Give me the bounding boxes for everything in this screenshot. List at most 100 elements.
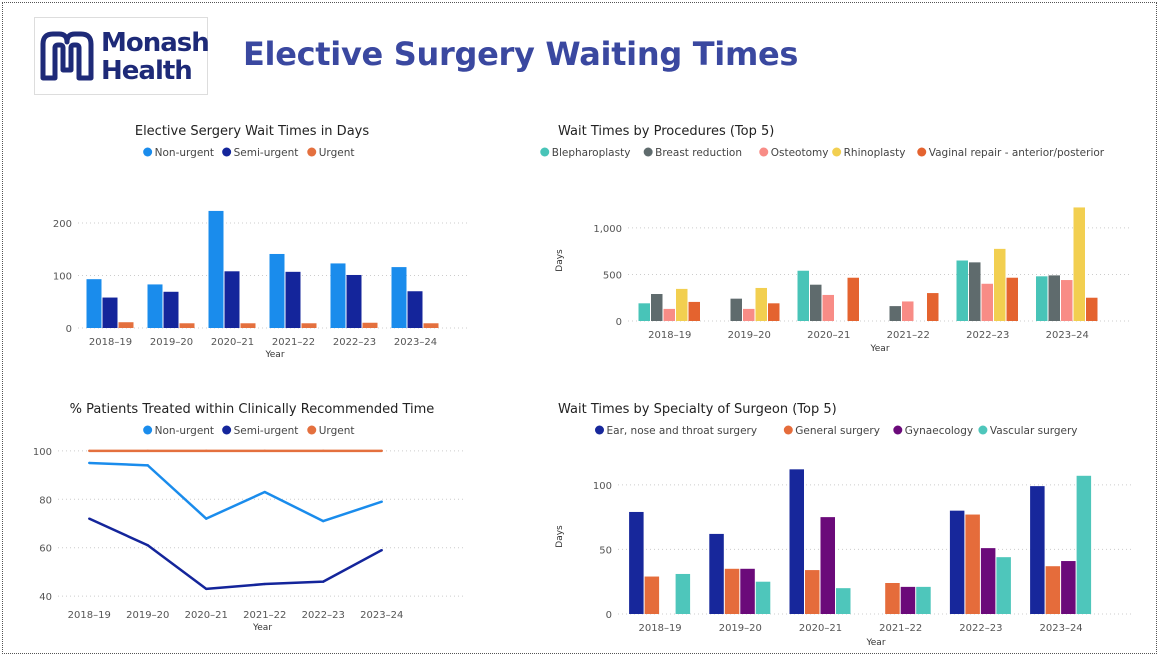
bar xyxy=(391,267,407,328)
bar xyxy=(1045,566,1061,614)
bar xyxy=(1061,280,1073,321)
legend-label: Non-urgent xyxy=(155,425,214,437)
data-point xyxy=(88,461,91,465)
legend-marker xyxy=(759,147,769,157)
bar xyxy=(675,573,691,614)
bar xyxy=(956,260,968,321)
bar xyxy=(709,533,724,614)
bar xyxy=(889,306,901,321)
bar xyxy=(965,514,980,614)
x-tick-label: 2021–22 xyxy=(887,330,930,341)
legend-label: Semi-urgent xyxy=(234,147,299,159)
y-axis-label: Days xyxy=(555,525,565,548)
x-axis-label: Year xyxy=(865,638,885,648)
legend-marker xyxy=(893,425,903,435)
bar xyxy=(902,301,914,321)
y-tick-label: 80 xyxy=(39,495,52,506)
legend-marker xyxy=(832,147,842,157)
legend-marker xyxy=(540,147,550,157)
x-tick-label: 2019–20 xyxy=(150,337,193,348)
bar xyxy=(118,322,134,328)
bar xyxy=(1006,277,1018,321)
x-tick-label: 2020–21 xyxy=(799,623,842,634)
data-point xyxy=(322,580,325,583)
bar xyxy=(789,469,804,614)
bar xyxy=(147,284,163,328)
bar xyxy=(994,248,1006,321)
chart-title: Wait Times by Procedures (Top 5) xyxy=(558,124,774,139)
bar xyxy=(638,303,650,321)
data-point xyxy=(205,587,208,591)
bar xyxy=(847,277,859,321)
bar xyxy=(969,262,981,321)
bar xyxy=(269,253,285,328)
monash-logo-icon xyxy=(40,31,94,81)
x-tick-label: 2019–20 xyxy=(719,623,762,634)
x-tick-label: 2021–22 xyxy=(243,610,286,621)
bar xyxy=(163,291,179,328)
bar xyxy=(285,271,301,328)
x-tick-label: 2023–24 xyxy=(360,610,403,621)
bar xyxy=(179,323,195,328)
data-point xyxy=(88,449,91,453)
x-tick-label: 2022–23 xyxy=(966,330,1009,341)
bar xyxy=(740,568,755,614)
bar xyxy=(885,583,900,614)
data-point xyxy=(322,449,325,453)
y-tick-label: 100 xyxy=(53,272,72,283)
bar xyxy=(730,298,742,321)
bar xyxy=(768,303,780,321)
bar xyxy=(820,517,835,614)
bar xyxy=(916,586,931,614)
x-tick-label: 2022–23 xyxy=(959,623,1002,634)
bar xyxy=(900,586,916,614)
y-axis-label: Days xyxy=(555,249,565,272)
y-tick-label: 50 xyxy=(599,545,612,556)
bar xyxy=(224,271,240,328)
y-tick-label: 0 xyxy=(606,610,612,621)
chart-title: Wait Times by Specialty of Surgeon (Top … xyxy=(558,402,837,417)
data-point xyxy=(322,519,325,523)
bar xyxy=(1073,207,1085,321)
x-tick-label: 2021–22 xyxy=(272,337,315,348)
legend-label: Semi-urgent xyxy=(234,425,299,437)
data-point xyxy=(146,544,149,547)
bar xyxy=(651,294,663,321)
x-tick-label: 2018–19 xyxy=(68,610,111,621)
legend-label: Ear, nose and throat surgery xyxy=(607,425,758,437)
data-point xyxy=(263,490,266,494)
x-tick-label: 2018–19 xyxy=(639,623,682,634)
x-tick-label: 2018–19 xyxy=(89,337,132,348)
bar xyxy=(301,323,317,328)
data-point xyxy=(380,449,383,453)
bar xyxy=(755,287,767,321)
bar xyxy=(644,576,660,614)
chart-title: % Patients Treated within Clinically Rec… xyxy=(70,402,435,417)
x-tick-label: 2019–20 xyxy=(126,610,169,621)
logo-text-line1: Monash xyxy=(101,28,210,58)
bar xyxy=(688,301,700,321)
bar xyxy=(86,279,102,328)
x-tick-label: 2020–21 xyxy=(211,337,254,348)
legend-label: Osteotomy xyxy=(771,147,829,159)
y-tick-label: 200 xyxy=(53,219,72,230)
series-line xyxy=(88,517,383,591)
bar xyxy=(980,548,996,614)
bar xyxy=(208,210,224,328)
data-point xyxy=(146,449,149,453)
legend-marker xyxy=(917,147,927,157)
bar xyxy=(423,323,439,328)
legend-label: Non-urgent xyxy=(155,147,214,159)
bar xyxy=(755,581,771,614)
data-point xyxy=(205,517,208,520)
y-tick-label: 1,000 xyxy=(593,224,622,235)
data-point xyxy=(380,548,383,552)
bar xyxy=(346,274,362,328)
bar xyxy=(743,308,755,321)
legend-marker xyxy=(222,425,232,435)
bar xyxy=(822,294,834,321)
x-tick-label: 2020–21 xyxy=(807,330,850,341)
y-tick-label: 0 xyxy=(616,317,622,328)
legend-label: Urgent xyxy=(319,425,355,437)
